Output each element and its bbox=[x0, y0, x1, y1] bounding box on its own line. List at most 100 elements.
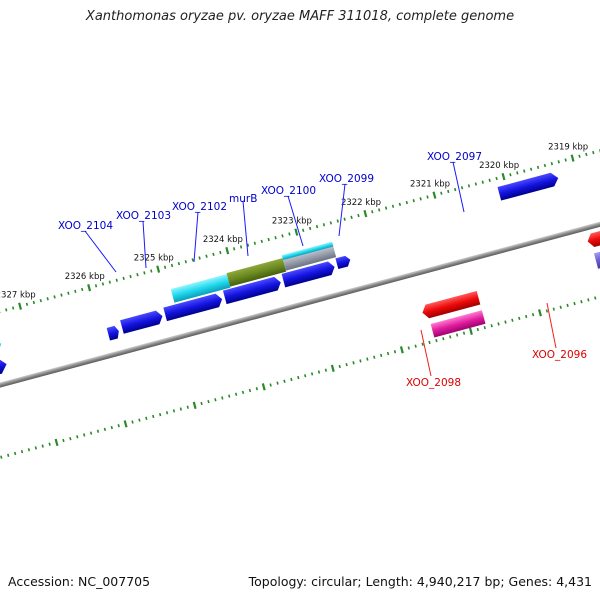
lower-minor-tick bbox=[13, 451, 17, 456]
lower-minor-tick bbox=[594, 296, 597, 300]
lower-minor-tick bbox=[221, 396, 224, 400]
upper-minor-tick bbox=[391, 204, 395, 208]
upper-minor-tick bbox=[578, 154, 581, 158]
lower-minor-tick bbox=[559, 305, 562, 309]
upper-minor-tick bbox=[488, 178, 491, 182]
label-xoo-2099[interactable]: XOO_2099 bbox=[319, 173, 374, 185]
label-xoo-2103[interactable]: XOO_2103 bbox=[116, 210, 171, 222]
lower-minor-tick bbox=[152, 414, 155, 419]
upper-minor-tick bbox=[184, 260, 187, 264]
upper-minor-tick bbox=[11, 306, 15, 310]
scale-tick-label: 2320 kbp bbox=[479, 161, 519, 171]
lower-minor-tick bbox=[27, 448, 31, 452]
lower-minor-tick bbox=[435, 338, 438, 343]
upper-major-tick bbox=[18, 302, 23, 310]
lower-minor-tick bbox=[207, 399, 210, 404]
gene-xoo-2100-inner[interactable] bbox=[222, 276, 283, 305]
lower-minor-tick bbox=[379, 353, 383, 358]
upper-major-tick bbox=[156, 265, 161, 273]
gene-murb-outer[interactable] bbox=[226, 258, 287, 287]
label-xoo-2102[interactable]: XOO_2102 bbox=[172, 201, 227, 213]
upper-minor-tick bbox=[115, 278, 118, 282]
lower-minor-tick bbox=[110, 425, 113, 430]
gene-xoo-2098-outer[interactable] bbox=[421, 290, 481, 320]
lower-minor-tick bbox=[414, 344, 417, 348]
label-xoo-2096[interactable]: XOO_2096 bbox=[532, 349, 587, 361]
lower-minor-tick bbox=[138, 418, 141, 422]
lower-major-tick bbox=[123, 420, 128, 428]
upper-minor-tick bbox=[274, 236, 277, 240]
upper-minor-tick bbox=[322, 223, 326, 227]
scale-tick-label: 2324 kbp bbox=[203, 235, 243, 245]
upper-minor-tick bbox=[523, 169, 526, 173]
lower-minor-tick bbox=[386, 351, 390, 356]
lower-minor-tick bbox=[442, 337, 445, 341]
label-xoo-2097[interactable]: XOO_2097 bbox=[427, 151, 482, 163]
lower-minor-tick bbox=[373, 355, 376, 359]
upper-minor-tick bbox=[481, 180, 484, 184]
lower-minor-tick bbox=[393, 350, 397, 354]
upper-minor-tick bbox=[357, 213, 360, 218]
upper-minor-tick bbox=[564, 158, 567, 162]
lower-minor-tick bbox=[89, 431, 93, 435]
gene-xoo-2102-outer[interactable] bbox=[170, 274, 231, 303]
upper-minor-tick bbox=[460, 186, 464, 190]
upper-minor-tick bbox=[150, 269, 153, 273]
upper-minor-tick bbox=[516, 171, 519, 175]
lower-minor-tick bbox=[359, 359, 362, 363]
upper-minor-tick bbox=[205, 254, 208, 258]
lower-minor-tick bbox=[269, 383, 272, 387]
lower-minor-tick bbox=[345, 362, 348, 367]
lower-minor-tick bbox=[290, 377, 293, 382]
lower-minor-tick bbox=[34, 446, 37, 450]
upper-minor-tick bbox=[239, 245, 243, 249]
upper-minor-tick bbox=[371, 210, 374, 214]
upper-minor-tick bbox=[474, 182, 478, 186]
label-xoo-2098[interactable]: XOO_2098 bbox=[406, 377, 461, 389]
lower-minor-tick bbox=[228, 394, 231, 398]
lower-minor-tick bbox=[504, 320, 507, 324]
upper-minor-tick bbox=[378, 208, 381, 212]
scale-tick-labels: 2319 kbp 2320 kbp 2321 kbp 2322 kbp 2323 kbp… bbox=[0, 142, 588, 300]
upper-minor-tick bbox=[447, 189, 450, 194]
lower-minor-tick bbox=[476, 327, 479, 332]
upper-minor-tick bbox=[384, 206, 388, 210]
gene-xoo-2103[interactable] bbox=[106, 325, 121, 341]
gene-xoo-2102-inner[interactable] bbox=[120, 309, 164, 334]
gene-xoo-2096-outer-a[interactable] bbox=[586, 222, 600, 249]
upper-minor-tick bbox=[253, 241, 257, 245]
lower-minor-tick bbox=[83, 433, 86, 437]
gene-murb-inner[interactable] bbox=[163, 292, 224, 322]
label-xoo-2100[interactable]: XOO_2100 bbox=[261, 185, 316, 197]
upper-minor-tick bbox=[550, 162, 554, 166]
gene-xoo-2100-cap[interactable] bbox=[281, 241, 334, 261]
lower-minor-tick bbox=[573, 301, 576, 306]
upper-minor-tick bbox=[350, 215, 353, 219]
lower-minor-tick bbox=[255, 387, 258, 391]
gene-xoo-2097[interactable] bbox=[497, 171, 560, 201]
gene-xoo-2098-inner[interactable] bbox=[430, 310, 486, 338]
lower-major-tick bbox=[261, 383, 266, 391]
lower-minor-tick bbox=[96, 429, 100, 433]
gene-xoo-2100-outer[interactable] bbox=[282, 244, 337, 271]
upper-minor-tick bbox=[212, 252, 215, 257]
lower-minor-tick bbox=[490, 324, 493, 328]
gene-xoo-2099-inner[interactable] bbox=[281, 260, 337, 288]
lower-minor-tick bbox=[214, 398, 217, 402]
gene-xoo-2104-inner[interactable] bbox=[0, 356, 9, 396]
label-murb[interactable]: murB bbox=[229, 193, 257, 205]
lower-minor-tick bbox=[587, 298, 590, 302]
lower-minor-tick bbox=[455, 333, 459, 337]
upper-minor-tick bbox=[67, 291, 70, 295]
upper-minor-tick bbox=[281, 234, 284, 238]
gene-xoo-2099-small[interactable] bbox=[335, 255, 351, 270]
lower-minor-tick bbox=[165, 411, 169, 415]
upper-minor-tick bbox=[267, 237, 270, 242]
upper-minor-tick bbox=[177, 261, 181, 266]
upper-minor-tick bbox=[557, 160, 560, 164]
label-xoo-2104[interactable]: XOO_2104 bbox=[58, 220, 113, 232]
lower-minor-tick bbox=[352, 361, 355, 365]
upper-major-tick bbox=[294, 228, 299, 236]
lower-minor-tick bbox=[545, 309, 549, 313]
